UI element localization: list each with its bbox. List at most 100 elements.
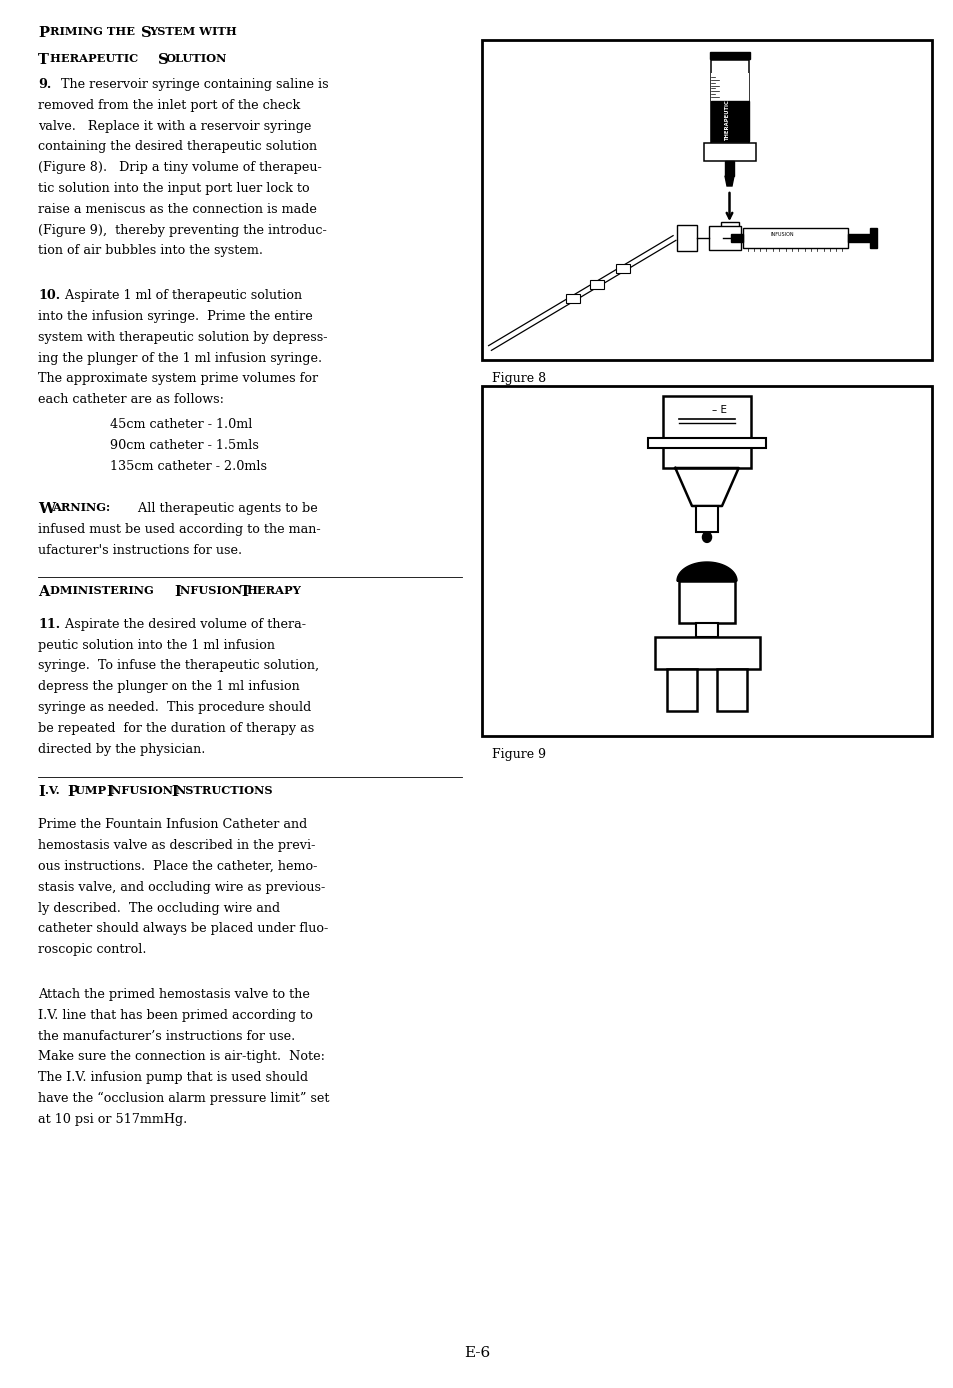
Text: The I.V. infusion pump that is used should: The I.V. infusion pump that is used shou… <box>38 1072 308 1084</box>
Text: the manufacturer’s instructions for use.: the manufacturer’s instructions for use. <box>38 1030 294 1042</box>
Bar <box>710 60 748 143</box>
Text: ly described.  The occluding wire and: ly described. The occluding wire and <box>38 902 280 915</box>
Text: Aspirate the desired volume of thera-: Aspirate the desired volume of thera- <box>60 618 305 630</box>
Text: tic solution into the input port luer lock to: tic solution into the input port luer lo… <box>38 182 310 194</box>
Bar <box>741 228 846 248</box>
Text: raise a meniscus as the connection is made: raise a meniscus as the connection is ma… <box>38 203 316 215</box>
Text: W: W <box>38 502 55 516</box>
Text: Figure 9: Figure 9 <box>492 748 545 761</box>
Text: E-6: E-6 <box>463 1346 490 1360</box>
Bar <box>710 74 748 101</box>
Text: 9.: 9. <box>38 78 51 92</box>
Text: .V.: .V. <box>45 786 64 797</box>
Text: into the infusion syringe.  Prime the entire: into the infusion syringe. Prime the ent… <box>38 310 313 323</box>
Text: NSTRUCTIONS: NSTRUCTIONS <box>175 786 274 797</box>
Bar <box>696 507 718 532</box>
Text: each catheter are as follows:: each catheter are as follows: <box>38 393 224 407</box>
Text: T: T <box>239 584 250 598</box>
Polygon shape <box>724 176 733 186</box>
Text: I: I <box>174 584 181 598</box>
Text: infused must be used according to the man-: infused must be used according to the ma… <box>38 523 320 536</box>
Text: peutic solution into the 1 ml infusion: peutic solution into the 1 ml infusion <box>38 638 274 651</box>
Text: have the “occlusion alarm pressure limit” set: have the “occlusion alarm pressure limit… <box>38 1092 329 1105</box>
Bar <box>647 437 765 448</box>
Text: ing the plunger of the 1 ml infusion syringe.: ing the plunger of the 1 ml infusion syr… <box>38 351 322 365</box>
Text: be repeated  for the duration of therapy as: be repeated for the duration of therapy … <box>38 722 314 734</box>
Text: NFUSION: NFUSION <box>179 584 245 595</box>
Text: P: P <box>67 786 78 799</box>
Text: YSTEM WITH: YSTEM WITH <box>150 26 237 37</box>
Bar <box>662 396 750 468</box>
Text: containing the desired therapeutic solution: containing the desired therapeutic solut… <box>38 140 316 154</box>
Text: I: I <box>171 786 177 799</box>
Text: tion of air bubbles into the system.: tion of air bubbles into the system. <box>38 244 263 257</box>
Bar <box>724 161 733 176</box>
Text: Attach the primed hemostasis valve to the: Attach the primed hemostasis valve to th… <box>38 988 310 1001</box>
Bar <box>710 101 748 142</box>
Bar <box>481 386 931 736</box>
Polygon shape <box>677 562 737 582</box>
Text: roscopic control.: roscopic control. <box>38 944 147 956</box>
Bar <box>717 669 746 711</box>
Text: (Figure 9),  thereby preventing the introduc-: (Figure 9), thereby preventing the intro… <box>38 223 327 236</box>
Bar <box>868 228 876 248</box>
Text: Aspirate 1 ml of therapeutic solution: Aspirate 1 ml of therapeutic solution <box>60 289 301 303</box>
Text: Make sure the connection is air-tight.  Note:: Make sure the connection is air-tight. N… <box>38 1051 325 1063</box>
Text: stasis valve, and occluding wire as previous-: stasis valve, and occluding wire as prev… <box>38 881 325 894</box>
Text: INFUSION: INFUSION <box>770 232 794 237</box>
Bar <box>709 51 749 60</box>
Text: I.V. line that has been primed according to: I.V. line that has been primed according… <box>38 1009 313 1022</box>
Text: The approximate system prime volumes for: The approximate system prime volumes for <box>38 372 317 386</box>
Text: THERAPEUTIC: THERAPEUTIC <box>724 100 729 142</box>
Bar <box>720 222 738 244</box>
Bar <box>676 225 696 251</box>
Text: HERAPEUTIC: HERAPEUTIC <box>50 53 141 64</box>
Text: 11.: 11. <box>38 618 60 630</box>
Text: directed by the physician.: directed by the physician. <box>38 743 205 755</box>
Text: catheter should always be placed under fluo-: catheter should always be placed under f… <box>38 923 328 936</box>
Bar <box>565 294 579 303</box>
Bar <box>589 280 603 289</box>
Text: All therapeutic agents to be: All therapeutic agents to be <box>126 502 317 515</box>
Text: Figure 8: Figure 8 <box>492 372 545 384</box>
Text: S: S <box>141 26 152 40</box>
Bar <box>481 40 931 359</box>
Text: removed from the inlet port of the check: removed from the inlet port of the check <box>38 99 300 112</box>
Text: 135cm catheter - 2.0mls: 135cm catheter - 2.0mls <box>110 459 267 472</box>
Text: depress the plunger on the 1 ml infusion: depress the plunger on the 1 ml infusion <box>38 680 299 693</box>
Bar <box>666 669 697 711</box>
Text: NFUSION: NFUSION <box>111 786 177 797</box>
Text: valve.   Replace it with a reservoir syringe: valve. Replace it with a reservoir syrin… <box>38 119 311 133</box>
Bar <box>696 623 718 637</box>
Text: ous instructions.  Place the catheter, hemo-: ous instructions. Place the catheter, he… <box>38 861 317 873</box>
Text: The reservoir syringe containing saline is: The reservoir syringe containing saline … <box>56 78 328 92</box>
Text: OLUTION: OLUTION <box>166 53 227 64</box>
Text: RIMING THE: RIMING THE <box>50 26 138 37</box>
Bar <box>708 226 740 250</box>
Text: – E: – E <box>711 405 726 415</box>
Text: HERAPY: HERAPY <box>246 584 301 595</box>
Bar <box>730 235 741 242</box>
Text: at 10 psi or 517mmHg.: at 10 psi or 517mmHg. <box>38 1113 187 1126</box>
Text: ufacturer's instructions for use.: ufacturer's instructions for use. <box>38 544 242 557</box>
Text: A: A <box>38 584 50 598</box>
Text: T: T <box>38 53 49 67</box>
Text: Prime the Fountain Infusion Catheter and: Prime the Fountain Infusion Catheter and <box>38 819 307 831</box>
Text: S: S <box>158 53 169 67</box>
Text: I: I <box>106 786 112 799</box>
Text: syringe.  To infuse the therapeutic solution,: syringe. To infuse the therapeutic solut… <box>38 659 319 672</box>
Text: 45cm catheter - 1.0ml: 45cm catheter - 1.0ml <box>110 418 253 432</box>
Bar <box>726 60 732 111</box>
Text: (Figure 8).   Drip a tiny volume of therapeu-: (Figure 8). Drip a tiny volume of therap… <box>38 161 321 175</box>
Text: system with therapeutic solution by depress-: system with therapeutic solution by depr… <box>38 330 327 344</box>
Polygon shape <box>697 566 716 590</box>
Text: 10.: 10. <box>38 289 60 303</box>
Text: syringe as needed.  This procedure should: syringe as needed. This procedure should <box>38 701 311 713</box>
Ellipse shape <box>701 532 711 543</box>
Text: ARNING:: ARNING: <box>52 502 110 514</box>
Bar <box>846 235 868 242</box>
Text: P: P <box>38 26 49 40</box>
Text: 90cm catheter - 1.5mls: 90cm catheter - 1.5mls <box>110 439 258 452</box>
Bar <box>654 637 759 669</box>
Bar <box>679 582 734 623</box>
